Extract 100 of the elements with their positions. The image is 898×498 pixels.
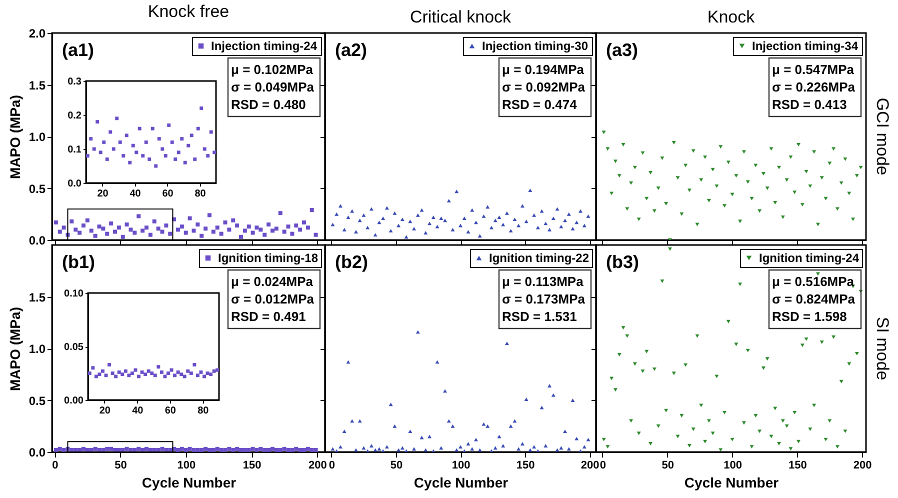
annotation: (b3) xyxy=(606,252,639,272)
point xyxy=(183,160,187,164)
annotation: (b1) xyxy=(62,252,95,272)
point xyxy=(212,150,216,154)
point xyxy=(200,106,204,110)
x-tick-label: 20 xyxy=(99,406,111,416)
x-tick-label: 0 xyxy=(600,460,606,472)
x-tick-label: 50 xyxy=(662,460,674,472)
point xyxy=(166,372,170,375)
point xyxy=(115,116,119,120)
y-tick-label: 0.0 xyxy=(28,234,46,248)
y-tick-label: 0.5 xyxy=(28,394,46,408)
y2-axis-title: GCI mode xyxy=(873,98,892,176)
annotation: (a1) xyxy=(62,40,94,60)
annotation: RSD = 0.491 xyxy=(231,308,306,324)
point xyxy=(176,370,180,374)
point xyxy=(196,374,200,378)
x-tick-label: 150 xyxy=(516,460,535,472)
point xyxy=(180,137,184,141)
point xyxy=(173,374,177,378)
point xyxy=(202,374,206,378)
point xyxy=(134,150,138,154)
point xyxy=(108,362,112,366)
point xyxy=(86,154,90,158)
x-tick-label: 200 xyxy=(580,460,600,472)
y-tick-label: 1.5 xyxy=(28,78,46,92)
annotation: RSD = 0.413 xyxy=(772,96,847,112)
x-tick-label: 200 xyxy=(853,460,872,472)
point xyxy=(157,137,161,141)
legend-label: Ignition timing-24 xyxy=(759,251,860,265)
x-tick-label: 100 xyxy=(452,460,470,472)
point xyxy=(206,154,210,158)
point xyxy=(153,374,157,378)
point xyxy=(89,137,93,141)
point xyxy=(144,140,148,144)
annotation: μ = 0.194MPa xyxy=(502,62,585,77)
annotation: σ = 0.012MPa xyxy=(231,291,315,306)
legend-label: Ignition timing-22 xyxy=(489,251,590,265)
point xyxy=(124,369,128,373)
x-axis-title: Cycle Number xyxy=(414,474,509,490)
x-tick-label: 60 xyxy=(164,406,176,416)
y-tick-label: 0.5 xyxy=(28,182,46,196)
point xyxy=(144,372,148,376)
point xyxy=(216,368,219,372)
point xyxy=(98,150,102,154)
point xyxy=(98,372,102,376)
point xyxy=(137,374,140,378)
y-tick-label: 0.3 xyxy=(68,76,82,88)
x-tick-label: 80 xyxy=(194,188,206,200)
point xyxy=(101,369,104,373)
y-tick-label: 0.0 xyxy=(28,446,46,460)
annotation: σ = 0.226MPa xyxy=(772,79,856,94)
point xyxy=(120,372,124,376)
point xyxy=(196,126,200,130)
point xyxy=(88,372,92,375)
annotation: RSD = 0.474 xyxy=(502,96,578,112)
point xyxy=(150,126,154,130)
point xyxy=(118,140,122,144)
y-axis-title: MAPO (MPa) xyxy=(6,307,23,391)
point xyxy=(193,157,197,161)
point xyxy=(140,370,144,374)
point xyxy=(102,140,106,144)
x-axis-title: Cycle Number xyxy=(142,474,237,490)
x-tick-label: 0 xyxy=(52,460,58,472)
point xyxy=(124,134,128,138)
annotation: (a2) xyxy=(335,40,368,60)
y-tick-label: 1.0 xyxy=(28,342,46,356)
x-tick-label: 100 xyxy=(724,460,742,472)
y-tick-label: 0.05 xyxy=(64,342,84,353)
point xyxy=(186,369,190,373)
annotation: σ = 0.049MPa xyxy=(231,79,315,94)
point xyxy=(192,362,196,366)
x-tick-label: 60 xyxy=(162,188,174,200)
x-tick-label: 40 xyxy=(130,188,142,200)
annotation: μ = 0.547MPa xyxy=(772,62,855,77)
legend-label: Injection timing-34 xyxy=(752,39,858,53)
annotation: μ = 0.113MPa xyxy=(502,274,584,289)
chart-title: Critical knock xyxy=(410,8,512,26)
x-tick-label: 150 xyxy=(242,460,262,472)
legend-label: Injection timing-30 xyxy=(482,39,588,53)
point xyxy=(117,370,121,374)
x-tick-label: 150 xyxy=(788,460,807,472)
annotation: (b2) xyxy=(335,252,368,272)
annotation: μ = 0.516MPa xyxy=(772,274,855,289)
x-tick-label: 100 xyxy=(177,460,196,472)
point xyxy=(114,374,118,378)
y2-axis-title: SI mode xyxy=(873,316,892,380)
point xyxy=(131,144,135,148)
point xyxy=(146,369,150,373)
point xyxy=(94,374,98,378)
annotation: σ = 0.092MPa xyxy=(502,79,586,94)
point xyxy=(212,369,216,373)
point xyxy=(190,134,194,138)
annotation: RSD = 1.598 xyxy=(772,308,847,324)
y-axis-title: MAPO (MPa) xyxy=(6,95,23,179)
point xyxy=(122,154,126,158)
point xyxy=(170,140,174,144)
point xyxy=(206,372,210,375)
annotation: RSD = 0.480 xyxy=(231,96,306,112)
y-tick-label: 2.0 xyxy=(28,26,46,40)
